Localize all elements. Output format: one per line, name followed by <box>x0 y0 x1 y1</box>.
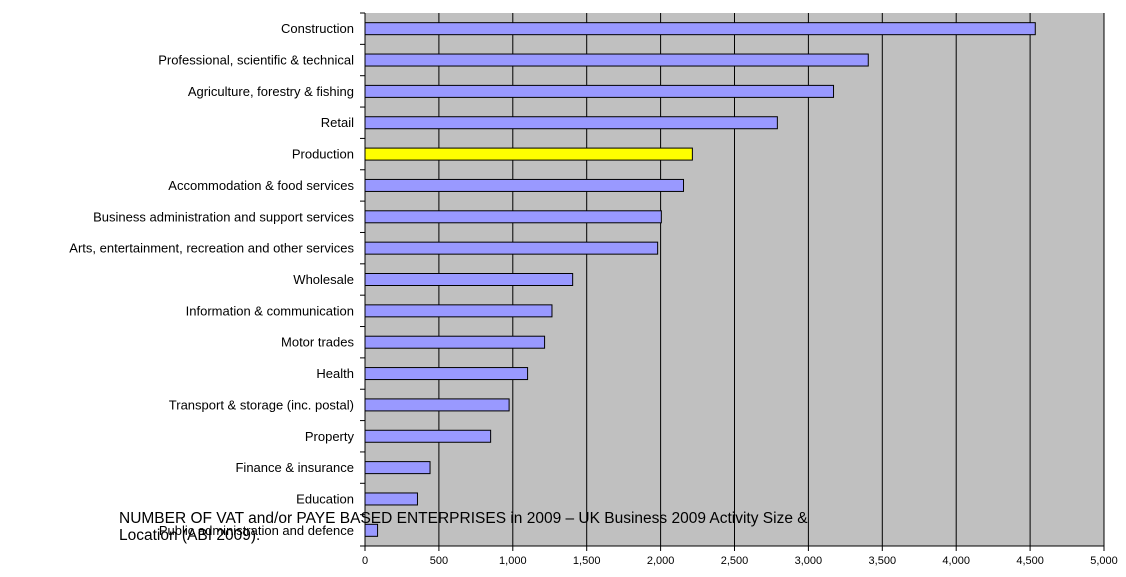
bar <box>364 492 418 506</box>
bar <box>364 147 693 161</box>
x-tick-label: 0 <box>362 555 368 567</box>
category-label: Professional, scientific & technical <box>158 53 354 68</box>
bar <box>364 22 1036 36</box>
x-tick-label: 2,500 <box>721 555 749 567</box>
bars <box>364 22 1036 537</box>
x-tick-label: 3,000 <box>795 555 823 567</box>
x-tick-label: 1,500 <box>573 555 601 567</box>
axes <box>360 12 1105 551</box>
x-tick-label: 3,500 <box>869 555 897 567</box>
category-label: Information & communication <box>186 303 354 318</box>
category-label: Accommodation & food services <box>168 178 354 193</box>
category-label: Retail <box>321 115 354 130</box>
x-tick-label: 2,000 <box>647 555 675 567</box>
category-label: Production <box>292 147 354 162</box>
bar <box>364 398 510 412</box>
x-tick-label: 4,500 <box>1016 555 1044 567</box>
bar <box>364 241 659 255</box>
x-tick-label: 5,000 <box>1090 555 1118 567</box>
category-label: Finance & insurance <box>235 460 354 475</box>
category-label: Construction <box>281 21 354 36</box>
bar <box>364 84 835 98</box>
category-label: Transport & storage (inc. postal) <box>169 397 354 412</box>
bar <box>364 461 431 475</box>
category-label: Public administration and defence <box>159 523 354 538</box>
bar <box>364 273 574 286</box>
category-label: Education <box>296 491 354 506</box>
category-label: Arts, entertainment, recreation and othe… <box>69 241 354 256</box>
category-label: Property <box>305 429 355 444</box>
x-tick-label: 4,000 <box>942 555 970 567</box>
category-label: Motor trades <box>281 335 354 350</box>
bar <box>364 53 869 67</box>
x-tick-labels: 0 500 1,000 1,500 2,000 2,500 3,000 3,500 4,000 4… <box>362 555 1118 567</box>
bar <box>364 304 553 318</box>
bar <box>364 116 778 130</box>
chart-caption: NUMBER OF VAT and/or PAYE BASED ENTERPRI… <box>119 510 808 544</box>
category-labels: Construction Professional, scientific & t… <box>69 21 354 538</box>
bar <box>364 335 546 349</box>
category-label: Health <box>316 366 354 381</box>
bar <box>364 367 529 381</box>
x-tick-label: 500 <box>430 555 448 567</box>
bar <box>364 210 662 224</box>
category-label: Wholesale <box>293 272 354 287</box>
bar <box>364 429 492 443</box>
x-tick-label: 1,000 <box>499 555 527 567</box>
bar <box>364 178 685 192</box>
category-label: Agriculture, forestry & fishing <box>188 84 354 99</box>
category-label: Business administration and support serv… <box>93 209 354 224</box>
